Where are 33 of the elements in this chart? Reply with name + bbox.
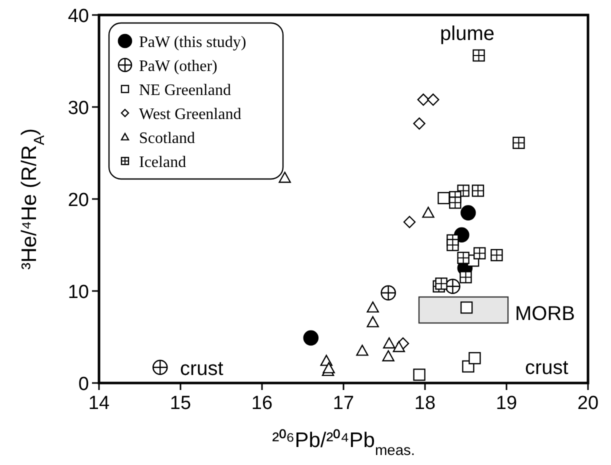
y-tick-label: 30 bbox=[68, 98, 89, 119]
point bbox=[278, 172, 291, 183]
x-tick-label: 16 bbox=[251, 393, 273, 414]
annotation: crust bbox=[180, 358, 224, 380]
point bbox=[322, 362, 335, 374]
x-axis-title: ²⁰⁶Pb/²⁰⁴Pb$_{meas.}$ bbox=[272, 429, 415, 459]
legend-label: West Greenland bbox=[139, 106, 242, 123]
point bbox=[392, 341, 406, 352]
y-tick-label: 0 bbox=[78, 374, 89, 395]
point bbox=[382, 350, 394, 362]
point bbox=[366, 301, 379, 313]
y-tick-label: 40 bbox=[68, 6, 89, 27]
legend-label: Iceland bbox=[139, 154, 186, 171]
point bbox=[422, 206, 434, 218]
legend-label: PaW (other) bbox=[139, 58, 218, 75]
legend-label: NE Greenland bbox=[139, 82, 231, 99]
annotation: crust bbox=[525, 357, 569, 379]
annotation: MORB bbox=[515, 303, 575, 325]
point bbox=[366, 316, 379, 328]
legend-label: Scotland bbox=[139, 130, 195, 147]
x-tick-label: 15 bbox=[170, 393, 192, 414]
point bbox=[383, 337, 396, 348]
y-tick-label: 20 bbox=[68, 190, 89, 211]
y-tick-label: 10 bbox=[68, 282, 89, 303]
legend-label: PaW (this study) bbox=[139, 34, 246, 51]
x-tick-label: 19 bbox=[496, 393, 518, 414]
x-tick-label: 18 bbox=[414, 393, 436, 414]
point bbox=[356, 344, 368, 356]
x-tick-label: 20 bbox=[577, 393, 599, 414]
x-tick-label: 17 bbox=[332, 393, 354, 414]
point bbox=[460, 301, 473, 314]
annotation: plume bbox=[440, 23, 494, 45]
x-tick-label: 14 bbox=[88, 393, 110, 414]
